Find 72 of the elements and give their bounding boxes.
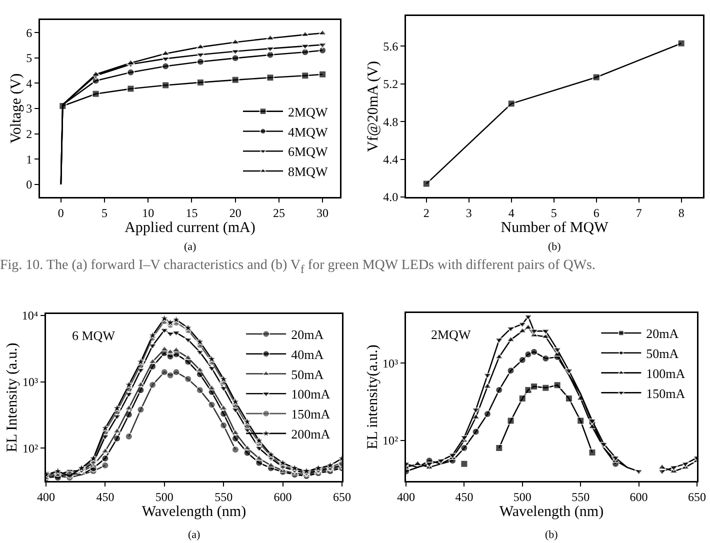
x-tick-label: 400 <box>37 490 55 504</box>
x-tick-label: 600 <box>630 490 648 504</box>
x-tick-label: 2 <box>423 206 430 220</box>
x-axis-title: Wavelength (nm) <box>142 504 246 520</box>
legend-label: 100mA <box>291 386 331 402</box>
y-tick-label: 0 <box>26 178 32 192</box>
legend-label: 8MQW <box>288 164 328 180</box>
legend-label: 150mA <box>646 386 686 401</box>
legend-label: 20mA <box>646 326 680 342</box>
legend-label: 6MQW <box>288 144 328 160</box>
y-tick-label: 4 <box>26 76 32 90</box>
legend-label: 20mA <box>291 327 324 342</box>
legend-label: 50mA <box>646 346 680 361</box>
x-tick-label: 600 <box>274 490 292 504</box>
text: (a) <box>184 241 197 253</box>
x-tick-label: 650 <box>688 490 706 504</box>
x-tick-label: 550 <box>214 490 233 504</box>
y-tick-label: 6 <box>26 26 32 40</box>
y-axis-title: Voltage (V) <box>8 73 25 144</box>
x-tick-label: 500 <box>155 490 174 504</box>
y-tick-label: 4.8 <box>383 114 398 129</box>
x-axis-title: Wavelength (nm) <box>499 504 604 520</box>
y-tick-label: 5.2 <box>383 77 398 92</box>
legend-label: 100mA <box>646 366 686 381</box>
annotation: 2MQW <box>431 327 472 342</box>
y-tick-label: 3 <box>26 102 32 116</box>
legend-label: 200mA <box>291 426 331 442</box>
x-tick-label: 500 <box>513 490 532 504</box>
y-tick-label: 10⁴ <box>22 308 38 323</box>
y-axis-title: Vf@20mA (V) <box>366 61 382 152</box>
legend-label: 150mA <box>291 406 331 422</box>
y-tick-label: 10² <box>22 441 38 456</box>
x-tick-label: 550 <box>572 490 590 504</box>
x-tick-label: 25 <box>272 206 285 220</box>
x-tick-label: 400 <box>397 490 415 504</box>
y-tick-label: 10² <box>382 434 398 448</box>
text: (a) <box>188 529 201 541</box>
x-tick-label: 8 <box>678 206 684 220</box>
x-tick-label: 450 <box>96 490 114 504</box>
text: (b) <box>548 241 562 253</box>
y-tick-label: 2 <box>26 126 32 141</box>
x-tick-label: 450 <box>455 490 474 504</box>
x-tick-label: 30 <box>316 206 329 220</box>
y-tick-label: 10³ <box>382 356 398 370</box>
y-axis-title: EL Intensity (a.u.) <box>4 342 20 452</box>
x-tick-label: 5 <box>550 206 557 220</box>
caption: Fig. 10. The (a) forward I–V characteristics and (b) V$_{f}$ for green MQW LEDs with different pairs of QWs. <box>0 258 596 276</box>
x-tick-label: 0 <box>58 206 64 220</box>
y-tick-label: 10³ <box>22 374 38 389</box>
text: (b) <box>545 529 558 541</box>
legend-label: 2MQW <box>288 104 328 120</box>
x-tick-label: 15 <box>186 206 198 220</box>
y-axis-title: EL intensity(a.u.) <box>364 344 381 450</box>
y-tick-label: 5.6 <box>383 39 398 54</box>
legend-label: 50mA <box>291 366 324 382</box>
x-tick-label: 5 <box>102 206 108 220</box>
x-tick-label: 4 <box>508 206 514 220</box>
x-tick-label: 6 <box>593 206 600 220</box>
y-tick-label: 5 <box>26 51 32 66</box>
legend-label: 40mA <box>291 346 324 362</box>
x-tick-label: 10 <box>142 206 154 220</box>
x-tick-label: 3 <box>466 206 472 220</box>
x-tick-label: 7 <box>636 206 642 220</box>
x-tick-label: 20 <box>229 206 242 220</box>
y-tick-label: 1 <box>26 152 32 166</box>
y-tick-label: 4.0 <box>383 190 398 204</box>
x-axis-title: Number of MQW <box>500 220 610 236</box>
x-tick-label: 650 <box>333 490 351 504</box>
y-tick-label: 4.4 <box>383 152 398 166</box>
annotation: 6 MQW <box>72 328 116 343</box>
x-axis-title: Applied current (mA) <box>124 220 256 236</box>
legend-label: 4MQW <box>288 124 328 140</box>
